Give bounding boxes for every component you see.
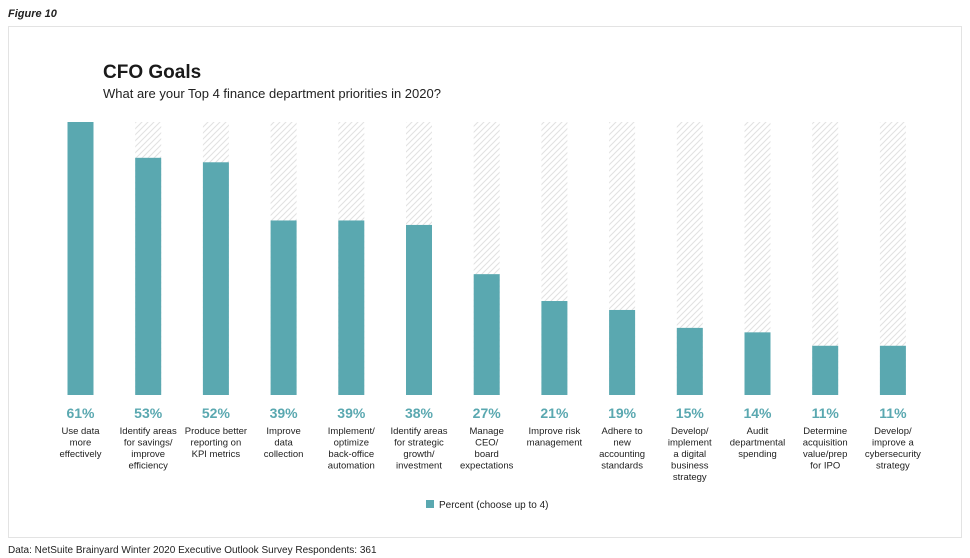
bar: [270, 220, 297, 395]
bar: [609, 309, 636, 395]
data-label: 53%: [134, 405, 163, 421]
category-label: Improve risk management: [527, 426, 583, 449]
bar: [67, 122, 94, 395]
category-label: Determine acquisition value/prep for IPO: [803, 426, 848, 472]
chart-title: CFO Goals: [103, 62, 202, 83]
bar: [744, 332, 771, 395]
legend-label: Percent (choose up to 4): [439, 500, 549, 511]
data-label: 27%: [473, 405, 502, 421]
data-label: 15%: [676, 405, 705, 421]
data-label: 39%: [270, 405, 299, 421]
category-label: Identify areas for strategic growth/invest…: [390, 426, 447, 472]
source-footer: Data: NetSuite Brainyard Winter 2020 Exe…: [8, 545, 377, 556]
bar: [135, 157, 162, 395]
data-label: 11%: [879, 405, 907, 421]
bar: [473, 274, 500, 395]
category-label: Identify areas for savings/improve efficie…: [120, 426, 177, 472]
data-label: 39%: [337, 405, 366, 421]
legend: Percent (choose up to 4): [426, 500, 549, 511]
bar: [676, 327, 703, 395]
data-label: 61%: [66, 405, 95, 421]
bar: [406, 224, 432, 395]
data-label: 21%: [540, 405, 569, 421]
category-label: Manage CEO/board expectations: [460, 426, 514, 472]
category-label: Audit departmental spending: [730, 426, 785, 460]
category-label: Develop/implement a digital business strate…: [668, 426, 712, 483]
legend-swatch: [426, 500, 434, 508]
bar: [879, 345, 906, 395]
data-label: 19%: [608, 405, 637, 421]
category-label: Adhere to new accounting standards: [599, 426, 645, 472]
data-label: 11%: [812, 405, 840, 421]
category-label: Implement/optimize back-office automation: [328, 426, 375, 472]
bar: [541, 301, 568, 395]
category-label: Use data more effectively: [59, 426, 101, 460]
category-label: Produce better reporting on KPI metrics: [185, 426, 247, 460]
bar: [202, 162, 229, 395]
chart-subtitle: What are your Top 4 finance department p…: [103, 86, 441, 101]
data-label: 52%: [202, 405, 231, 421]
category-label: Improve data collection: [264, 426, 304, 460]
bar: [812, 345, 839, 395]
data-label: 38%: [405, 405, 434, 421]
bar: [338, 220, 365, 395]
figure-label: Figure 10: [8, 8, 57, 20]
category-label: Develop/improve a cybersecurity strategy: [865, 426, 921, 472]
data-label: 14%: [743, 405, 772, 421]
